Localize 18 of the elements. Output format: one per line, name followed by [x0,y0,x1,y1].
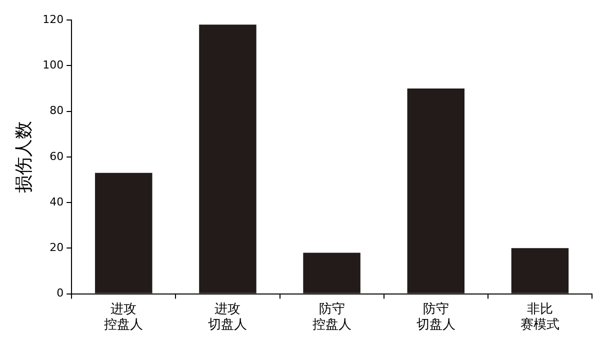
x-tick-label: 进攻切盘人 [208,302,248,333]
x-tick-label: 非比赛模式 [520,302,560,333]
x-tick-label: 进攻控盘人 [104,302,144,333]
bar [95,172,152,294]
y-tick-label: 0 [56,286,64,300]
y-tick-label: 60 [50,150,64,163]
y-tick-label: 20 [50,241,64,254]
y-tick-label: 120 [42,12,64,26]
bar [199,24,256,294]
x-tick-label: 防守切盘人 [416,302,456,333]
y-tick-label: 80 [50,104,64,118]
y-tick-label: 40 [50,195,64,208]
x-tick-label: 防守控盘人 [312,302,352,333]
y-axis-title: 损伤人数 [13,120,34,193]
bar [407,88,464,294]
bar [511,248,569,294]
y-tick-label: 100 [42,58,64,72]
bar [303,252,360,294]
